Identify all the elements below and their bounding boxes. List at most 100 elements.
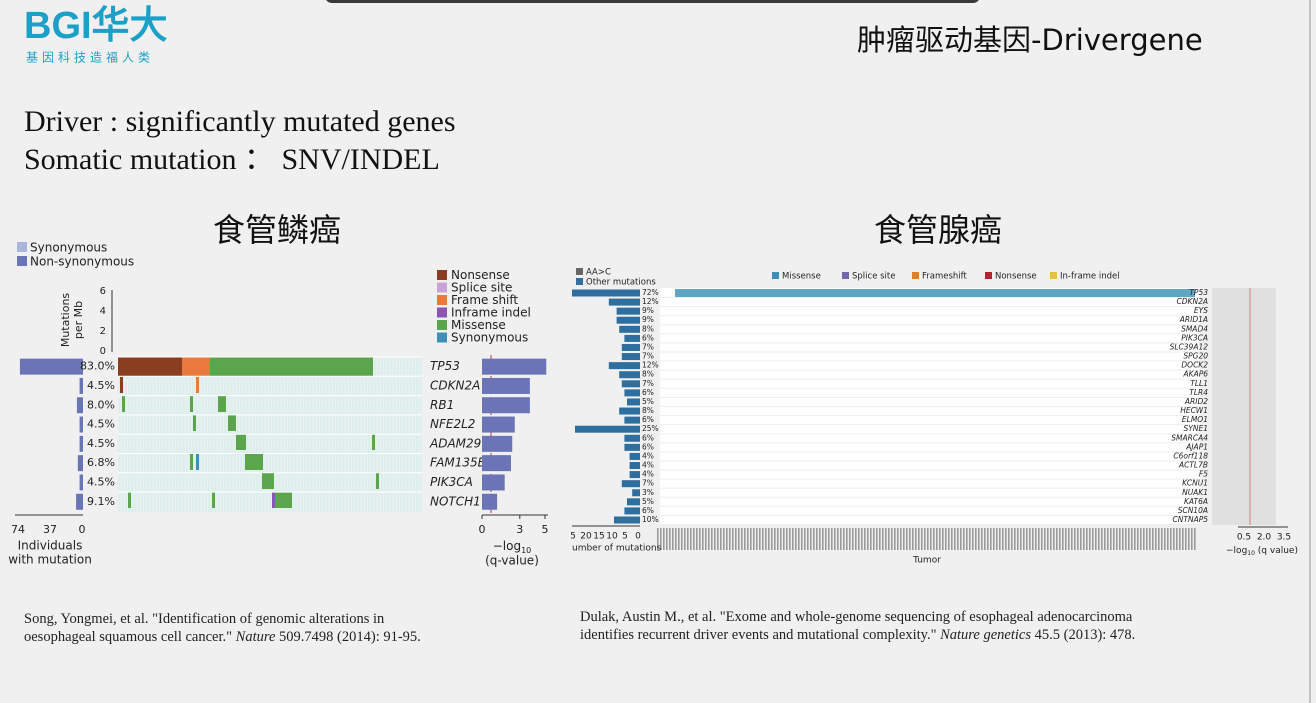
freq-bar — [616, 316, 640, 324]
logo: BGI华大 — [24, 5, 168, 47]
citation-part: Nature genetics — [939, 627, 1031, 643]
intro-line: Somatic mutation ： SNV/INDEL — [24, 143, 440, 176]
tick-label: 2.0 — [1257, 533, 1272, 543]
pct-label: 7% — [642, 379, 654, 388]
freq-bar — [77, 455, 83, 472]
gene-label: NFE2L2 — [430, 417, 475, 431]
freq-bar — [572, 289, 640, 297]
freq-bar — [624, 334, 640, 342]
legend-label: Nonsense — [995, 272, 1037, 282]
tick-label: 0 — [635, 532, 641, 542]
citation-part: identifies recurrent driver events and m… — [580, 627, 940, 643]
pct-label: 6% — [642, 388, 654, 397]
tp53-strip — [675, 289, 1195, 297]
axis-label: with mutation — [8, 553, 92, 567]
legend-swatch — [437, 320, 447, 330]
gene-label: SMARCA4 — [1171, 433, 1208, 442]
legend-label: Nonsense — [451, 268, 510, 282]
pct-label: 7% — [642, 479, 654, 488]
tick-label: 5 — [542, 523, 549, 536]
freq-bar — [624, 443, 640, 451]
freq-bar — [79, 474, 83, 491]
axis-label-sub: 10 — [521, 546, 531, 555]
legend-label: In-frame indel — [1060, 272, 1120, 282]
legend-label: Synonymous — [30, 241, 107, 255]
freq-bar — [79, 416, 83, 433]
tp53-block — [118, 357, 182, 376]
legend-label: Missense — [782, 272, 821, 282]
legend-label: Non-synonymous — [30, 255, 134, 269]
gene-label: NUAK1 — [1182, 488, 1208, 497]
legend-swatch — [842, 272, 849, 279]
pct-label: 4% — [642, 470, 654, 479]
sample-labels — [657, 528, 1197, 550]
freq-bar — [629, 462, 640, 470]
pct-label: 9% — [642, 315, 654, 324]
tp53-block — [182, 357, 210, 376]
freq-bar — [621, 353, 640, 361]
gene-label: PIK3CA — [430, 475, 473, 489]
pct-label: 4.5% — [87, 475, 115, 488]
tick-label: 0 — [479, 523, 486, 536]
axis-label: Mutations — [59, 293, 72, 348]
axis-label: Individuals — [18, 539, 83, 553]
q-bar — [482, 397, 530, 414]
gene-label: AJAP1 — [1185, 442, 1208, 451]
mutation-cell — [196, 377, 199, 393]
gene-label: EYS — [1194, 306, 1208, 315]
freq-bar — [619, 325, 640, 333]
gene-label: C6orf118 — [1173, 451, 1208, 460]
pct-label: 3% — [642, 488, 654, 497]
q-bar — [482, 455, 511, 472]
legend-swatch — [985, 272, 992, 279]
gene-label: KCNU1 — [1182, 479, 1208, 488]
pct-label: 7% — [642, 342, 654, 351]
q-bar — [482, 358, 547, 375]
freq-bar — [76, 493, 83, 510]
freq-bar — [608, 362, 640, 370]
gene-label: FAM135B — [430, 456, 486, 470]
citation-part: Dulak, Austin M., et al. "Exome and whol… — [580, 609, 1133, 625]
gene-label: PIK3CA — [1181, 333, 1208, 342]
pct-label: 4.5% — [87, 437, 115, 450]
tick-label: 0.5 — [1237, 533, 1251, 543]
pct-label: 4% — [642, 461, 654, 470]
tick-label: 20 — [580, 532, 592, 542]
legend-swatch — [576, 278, 583, 285]
pct-label: 72% — [642, 288, 659, 297]
tick-label: 2 — [100, 326, 106, 337]
legend-swatch — [437, 295, 447, 305]
mutation-cell — [120, 377, 123, 393]
citation-part: Song, Yongmei, et al. "Identification of… — [24, 611, 385, 627]
axis-label: per Mb — [72, 301, 85, 339]
citation-line: Song, Yongmei, et al. "Identification of… — [24, 611, 385, 627]
axis-label: −log10 — [493, 539, 532, 555]
freq-bar — [619, 407, 640, 415]
tick-label: 3 — [516, 523, 523, 536]
freq-bar — [624, 507, 640, 515]
pct-label: 4.5% — [87, 418, 115, 431]
axis-label: Tumor — [912, 556, 941, 566]
gene-label: F5 — [1199, 470, 1208, 479]
figure-heading: 食管鳞癌 — [213, 211, 341, 249]
gene-label: TP53 — [430, 359, 460, 373]
pct-label: 6% — [642, 333, 654, 342]
freq-bar — [575, 425, 640, 433]
gene-label: AKAP6 — [1183, 370, 1209, 379]
tick-label: 5 — [622, 532, 628, 542]
freq-bar — [608, 298, 640, 306]
tick-label: 0 — [79, 523, 86, 536]
legend-swatch — [437, 307, 447, 318]
pct-label: 25% — [642, 424, 659, 433]
q-bar — [482, 377, 530, 394]
gene-label: SLC39A12 — [1170, 342, 1209, 351]
axis-label: umber of mutations — [572, 544, 662, 554]
pct-label: 12% — [642, 361, 659, 370]
legend-swatch — [17, 242, 27, 252]
pct-label: 12% — [642, 297, 659, 306]
tick-label: 15 — [593, 532, 604, 542]
legend-swatch — [576, 268, 583, 275]
freq-bar — [19, 358, 84, 375]
